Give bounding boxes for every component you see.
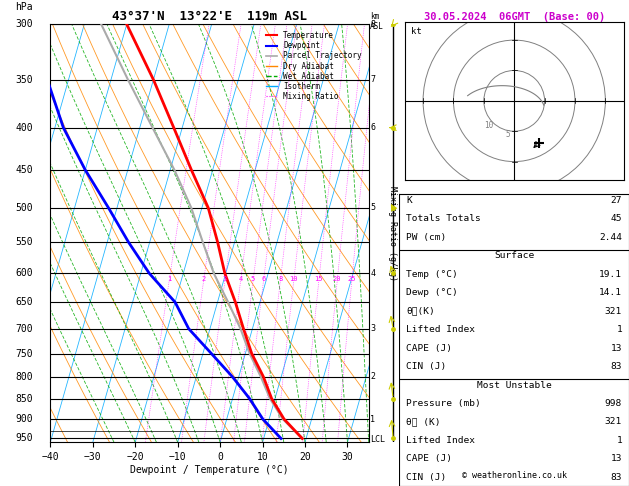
Text: 321: 321	[605, 417, 622, 427]
Text: 1: 1	[616, 325, 622, 334]
Text: 900: 900	[15, 414, 33, 424]
Text: 650: 650	[15, 297, 33, 307]
Text: 13: 13	[611, 344, 622, 353]
Text: 5: 5	[251, 276, 255, 282]
Text: 30.05.2024  06GMT  (Base: 00): 30.05.2024 06GMT (Base: 00)	[423, 12, 605, 22]
Text: 13: 13	[611, 454, 622, 464]
Text: θᴇ (K): θᴇ (K)	[406, 417, 441, 427]
Text: 998: 998	[605, 399, 622, 408]
Text: 500: 500	[15, 203, 33, 213]
Text: © weatheronline.co.uk: © weatheronline.co.uk	[462, 471, 567, 480]
Text: 1: 1	[370, 415, 376, 424]
Text: Lifted Index: Lifted Index	[406, 436, 476, 445]
Text: CIN (J): CIN (J)	[406, 362, 447, 371]
Text: 950: 950	[15, 434, 33, 444]
Text: K: K	[406, 196, 412, 205]
Text: 83: 83	[611, 362, 622, 371]
Text: Dewp (°C): Dewp (°C)	[406, 288, 458, 297]
Text: 8: 8	[370, 20, 376, 29]
Text: 300: 300	[15, 19, 33, 29]
Text: 550: 550	[15, 237, 33, 247]
Text: 19.1: 19.1	[599, 270, 622, 279]
Text: 15: 15	[314, 276, 323, 282]
Text: 2: 2	[370, 372, 376, 381]
Text: 800: 800	[15, 372, 33, 382]
Text: 7: 7	[370, 75, 376, 84]
Text: Surface: Surface	[494, 251, 534, 260]
Text: 45: 45	[611, 214, 622, 224]
Text: 3: 3	[370, 324, 376, 333]
Text: 3: 3	[223, 276, 227, 282]
Text: 4: 4	[370, 269, 376, 278]
Text: Lifted Index: Lifted Index	[406, 325, 476, 334]
Text: 1: 1	[616, 436, 622, 445]
Text: 20: 20	[333, 276, 342, 282]
Text: 450: 450	[15, 165, 33, 175]
Text: 27: 27	[611, 196, 622, 205]
Text: PW (cm): PW (cm)	[406, 233, 447, 242]
Text: 750: 750	[15, 348, 33, 359]
Text: Totals Totals: Totals Totals	[406, 214, 481, 224]
Text: Pressure (mb): Pressure (mb)	[406, 399, 481, 408]
X-axis label: Dewpoint / Temperature (°C): Dewpoint / Temperature (°C)	[130, 465, 289, 475]
Legend: Temperature, Dewpoint, Parcel Trajectory, Dry Adiabat, Wet Adiabat, Isotherm, Mi: Temperature, Dewpoint, Parcel Trajectory…	[262, 28, 365, 104]
Text: 600: 600	[15, 268, 33, 278]
Text: 2: 2	[201, 276, 206, 282]
Text: CAPE (J): CAPE (J)	[406, 344, 452, 353]
Text: 1: 1	[167, 276, 171, 282]
Text: 83: 83	[611, 473, 622, 482]
Text: 6: 6	[370, 123, 376, 132]
Text: Mixing Ratio (g/kg): Mixing Ratio (g/kg)	[388, 186, 397, 281]
Text: km
ASL: km ASL	[370, 12, 384, 31]
Text: 700: 700	[15, 324, 33, 334]
Text: θᴇ(K): θᴇ(K)	[406, 307, 435, 316]
Text: 350: 350	[15, 75, 33, 85]
Text: 5: 5	[370, 203, 376, 212]
Text: LCL: LCL	[370, 435, 386, 444]
Text: CIN (J): CIN (J)	[406, 473, 447, 482]
Text: Most Unstable: Most Unstable	[477, 381, 552, 390]
Text: CAPE (J): CAPE (J)	[406, 454, 452, 464]
Text: Temp (°C): Temp (°C)	[406, 270, 458, 279]
Text: 14.1: 14.1	[599, 288, 622, 297]
Text: hPa: hPa	[15, 2, 33, 12]
Text: 4: 4	[238, 276, 243, 282]
Text: 2.44: 2.44	[599, 233, 622, 242]
Text: 6: 6	[261, 276, 265, 282]
Text: 321: 321	[605, 307, 622, 316]
Text: 10: 10	[289, 276, 298, 282]
Text: 850: 850	[15, 394, 33, 403]
Text: 8: 8	[278, 276, 282, 282]
Title: 43°37'N  13°22'E  119m ASL: 43°37'N 13°22'E 119m ASL	[112, 10, 307, 23]
Text: 400: 400	[15, 122, 33, 133]
Text: 25: 25	[347, 276, 356, 282]
